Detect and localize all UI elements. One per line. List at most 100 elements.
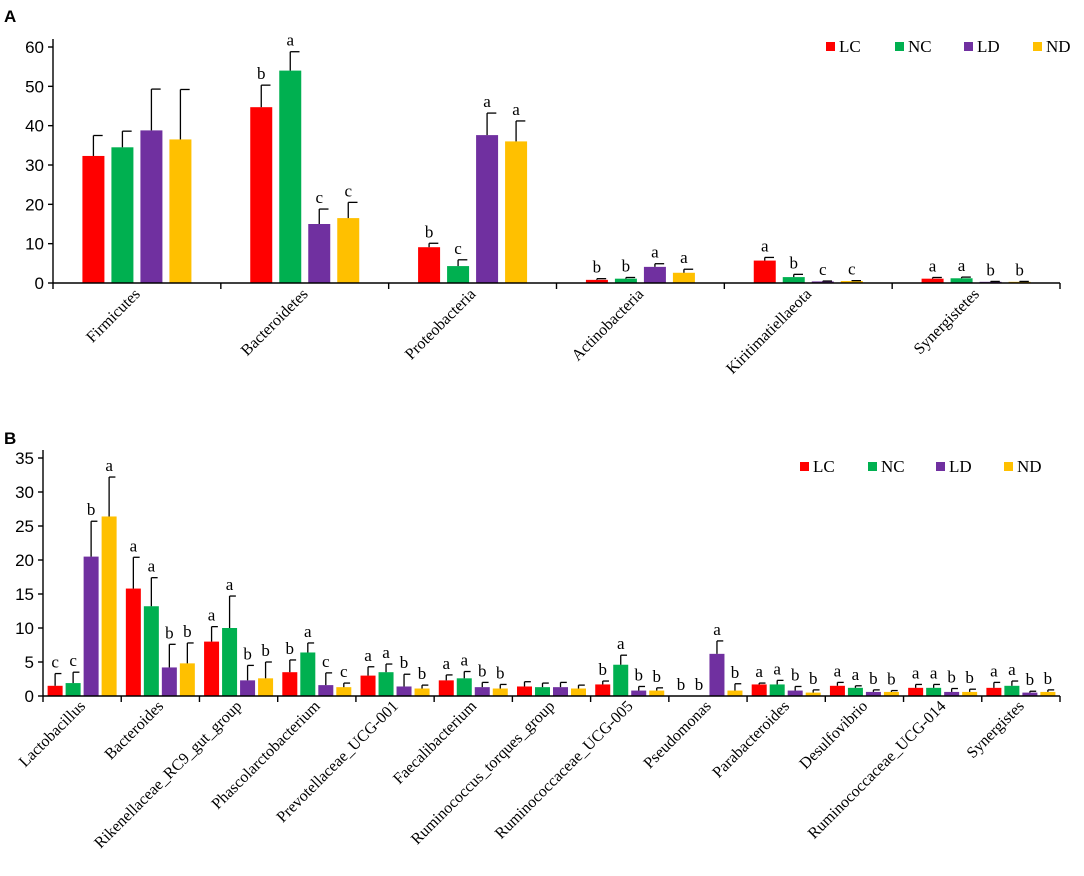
y-tick-label-a-0: 0	[35, 274, 44, 293]
bar-pb-pseudomonas-nd	[727, 690, 743, 696]
sig-label-pa-actinobacteria-lc: b	[593, 258, 602, 277]
bar-pb-parabacteroides-nc	[769, 684, 785, 696]
bar-pb-ruminococcaceae-ucg-005-nd	[649, 690, 665, 696]
y-tick-label-a-20: 20	[25, 195, 44, 214]
bar-pb-prevotellaceae-ucg-001-ld	[396, 686, 412, 696]
bar-pb-synergistes-ld	[1022, 692, 1038, 696]
sig-label-pb-ruminococcaceae-ucg-005-ld: b	[634, 665, 643, 684]
sig-label-pb-faecalibacterium-nc: a	[460, 651, 468, 670]
sig-label-pa-kiritimatiellaeota-lc: a	[761, 236, 769, 255]
bar-pa-bacteroidetes-ld	[308, 224, 331, 283]
sig-label-pa-synergistetes-nc: a	[958, 256, 966, 275]
x-tick-label-a-proteobacteria: Proteobacteria	[402, 286, 479, 363]
sig-label-pa-proteobacteria-nd: a	[512, 100, 520, 119]
sig-label-pb-ruminococcaceae-ucg-014-nc: a	[930, 663, 938, 682]
x-tick-label-a-synergistetes: Synergistetes	[911, 286, 983, 358]
bar-pa-proteobacteria-lc	[418, 247, 441, 283]
sig-label-pa-bacteroidetes-nc: a	[286, 31, 294, 50]
legend-label-b-nc: NC	[881, 457, 905, 476]
sig-label-pb-synergistes-nd: b	[1044, 669, 1053, 688]
bar-pb-ruminococcaceae-ucg-005-ld	[631, 690, 647, 696]
x-tick-label-b-ruminococcaceae-ucg-005: Ruminococcaceae_UCG-005	[492, 698, 637, 843]
bar-pb-ruminococcus-torques-group-nd	[571, 688, 586, 696]
sig-label-pb-phascolarctobacterium-ld: c	[322, 652, 330, 671]
bar-pa-actinobacteria-nc	[614, 278, 637, 283]
sig-label-pb-parabacteroides-lc: a	[755, 662, 763, 681]
bar-pb-lactobacillus-ld	[83, 556, 99, 696]
bar-pa-firmicutes-nd	[169, 139, 192, 283]
sig-label-pb-pseudomonas-ld: a	[713, 620, 721, 639]
bar-pa-bacteroidetes-nc	[279, 70, 302, 283]
bar-pb-lactobacillus-nc	[65, 683, 81, 696]
bar-pb-ruminococcaceae-ucg-005-nc	[613, 664, 629, 696]
sig-label-pa-proteobacteria-lc: b	[425, 222, 434, 241]
legend-label-a-lc: LC	[839, 37, 861, 56]
sig-label-pb-prevotellaceae-ucg-001-nd: b	[418, 664, 427, 683]
sig-label-pb-desulfovibrio-lc: a	[834, 661, 842, 680]
bar-pb-prevotellaceae-ucg-001-nd	[414, 688, 430, 696]
legend-swatch-b-nd	[1004, 462, 1013, 471]
sig-label-pb-parabacteroides-nd: b	[809, 669, 818, 688]
sig-label-pa-synergistetes-nd: b	[1015, 260, 1024, 279]
bar-pb-lactobacillus-nd	[101, 516, 117, 696]
bar-pb-phascolarctobacterium-ld	[318, 685, 334, 696]
y-tick-label-b-35: 35	[15, 449, 34, 468]
x-tick-label-a-actinobacteria: Actinobacteria	[569, 286, 648, 365]
legend-swatch-a-nc	[895, 42, 904, 51]
legend-a: LC NC LD ND	[826, 37, 1071, 56]
sig-label-pb-synergistes-ld: b	[1026, 670, 1035, 689]
bar-pb-rikenellaceae-rc9-gut-group-ld	[240, 680, 256, 696]
bar-pb-faecalibacterium-lc	[438, 680, 454, 696]
y-tick-label-b-30: 30	[15, 483, 34, 502]
bar-pa-proteobacteria-nd	[505, 141, 528, 283]
bar-pa-kiritimatiellaeota-lc	[753, 260, 776, 283]
y-tick-label-a-10: 10	[25, 235, 44, 254]
bar-pb-synergistes-nc	[1004, 685, 1020, 696]
sig-label-pb-rikenellaceae-rc9-gut-group-nc: a	[226, 575, 234, 594]
bar-pb-prevotellaceae-ucg-001-lc	[360, 675, 376, 696]
bar-pb-bacteroides-nd	[179, 663, 195, 696]
sig-label-pa-proteobacteria-nc: c	[454, 239, 462, 258]
bar-pa-actinobacteria-lc	[585, 279, 608, 283]
sig-label-pb-rikenellaceae-rc9-gut-group-nd: b	[261, 641, 270, 660]
bar-pb-ruminococcus-torques-group-ld	[553, 687, 568, 696]
bar-pb-desulfovibrio-nd	[883, 691, 899, 696]
sig-label-pb-faecalibacterium-ld: b	[478, 661, 487, 680]
x-tick-label-b-parabacteroides: Parabacteroides	[709, 698, 793, 782]
sig-label-pb-rikenellaceae-rc9-gut-group-lc: a	[208, 606, 216, 625]
sig-label-pa-actinobacteria-nc: b	[622, 256, 631, 275]
sig-label-pb-bacteroides-nd: b	[183, 622, 192, 641]
bar-pb-ruminococcus-torques-group-nc	[535, 687, 550, 696]
sig-label-pb-prevotellaceae-ucg-001-lc: a	[364, 646, 372, 665]
x-tick-label-b-ruminococcaceae-ucg-014: Ruminococcaceae_UCG-014	[805, 698, 950, 843]
x-tick-label-b-synergistes: Synergistes	[964, 698, 1028, 762]
y-tick-label-b-0: 0	[25, 687, 34, 706]
sig-label-pa-bacteroidetes-nd: c	[344, 181, 352, 200]
bar-pb-rikenellaceae-rc9-gut-group-nc	[222, 628, 238, 696]
x-tick-label-a-kiritimatiellaeota: Kiritimatiellaeota	[723, 286, 815, 378]
sig-label-pb-ruminococcaceae-ucg-014-lc: a	[912, 663, 920, 682]
sig-label-pb-pseudomonas-lc: b	[677, 675, 686, 694]
bar-pb-parabacteroides-ld	[787, 690, 803, 696]
chart-panel-a: A b b b a a a c b b a c a a c b c a a c b 0 10 20 30 40 50 60 Firm…	[4, 7, 1071, 378]
bar-pa-synergistetes-nc	[950, 278, 973, 283]
sig-label-pb-phascolarctobacterium-nc: a	[304, 622, 312, 641]
bar-pa-kiritimatiellaeota-ld	[811, 281, 834, 283]
bar-pa-actinobacteria-ld	[643, 266, 666, 283]
x-tick-label-a-firmicutes: Firmicutes	[83, 286, 143, 346]
x-tick-label-b-ruminococcus-torques-group: Ruminococcus_torques_group	[408, 698, 558, 848]
bar-pb-desulfovibrio-ld	[865, 691, 881, 696]
sig-label-pa-bacteroidetes-ld: c	[315, 188, 323, 207]
legend-swatch-a-lc	[826, 42, 835, 51]
sig-label-pb-bacteroides-lc: a	[130, 536, 138, 555]
sig-label-pa-actinobacteria-nd: a	[680, 248, 688, 267]
sig-label-pb-lactobacillus-nd: a	[105, 456, 113, 475]
x-tick-label-b-rikenellaceae-rc9-gut-group: Rikenellaceae_RC9_gut_group	[91, 698, 245, 852]
sig-label-pb-parabacteroides-ld: b	[791, 665, 800, 684]
y-tick-label-a-50: 50	[25, 77, 44, 96]
sig-label-pb-ruminococcaceae-ucg-005-nc: a	[617, 634, 625, 653]
sig-label-pb-phascolarctobacterium-nd: c	[340, 662, 348, 681]
sig-label-pa-proteobacteria-ld: a	[483, 92, 491, 111]
y-tick-label-a-30: 30	[25, 156, 44, 175]
